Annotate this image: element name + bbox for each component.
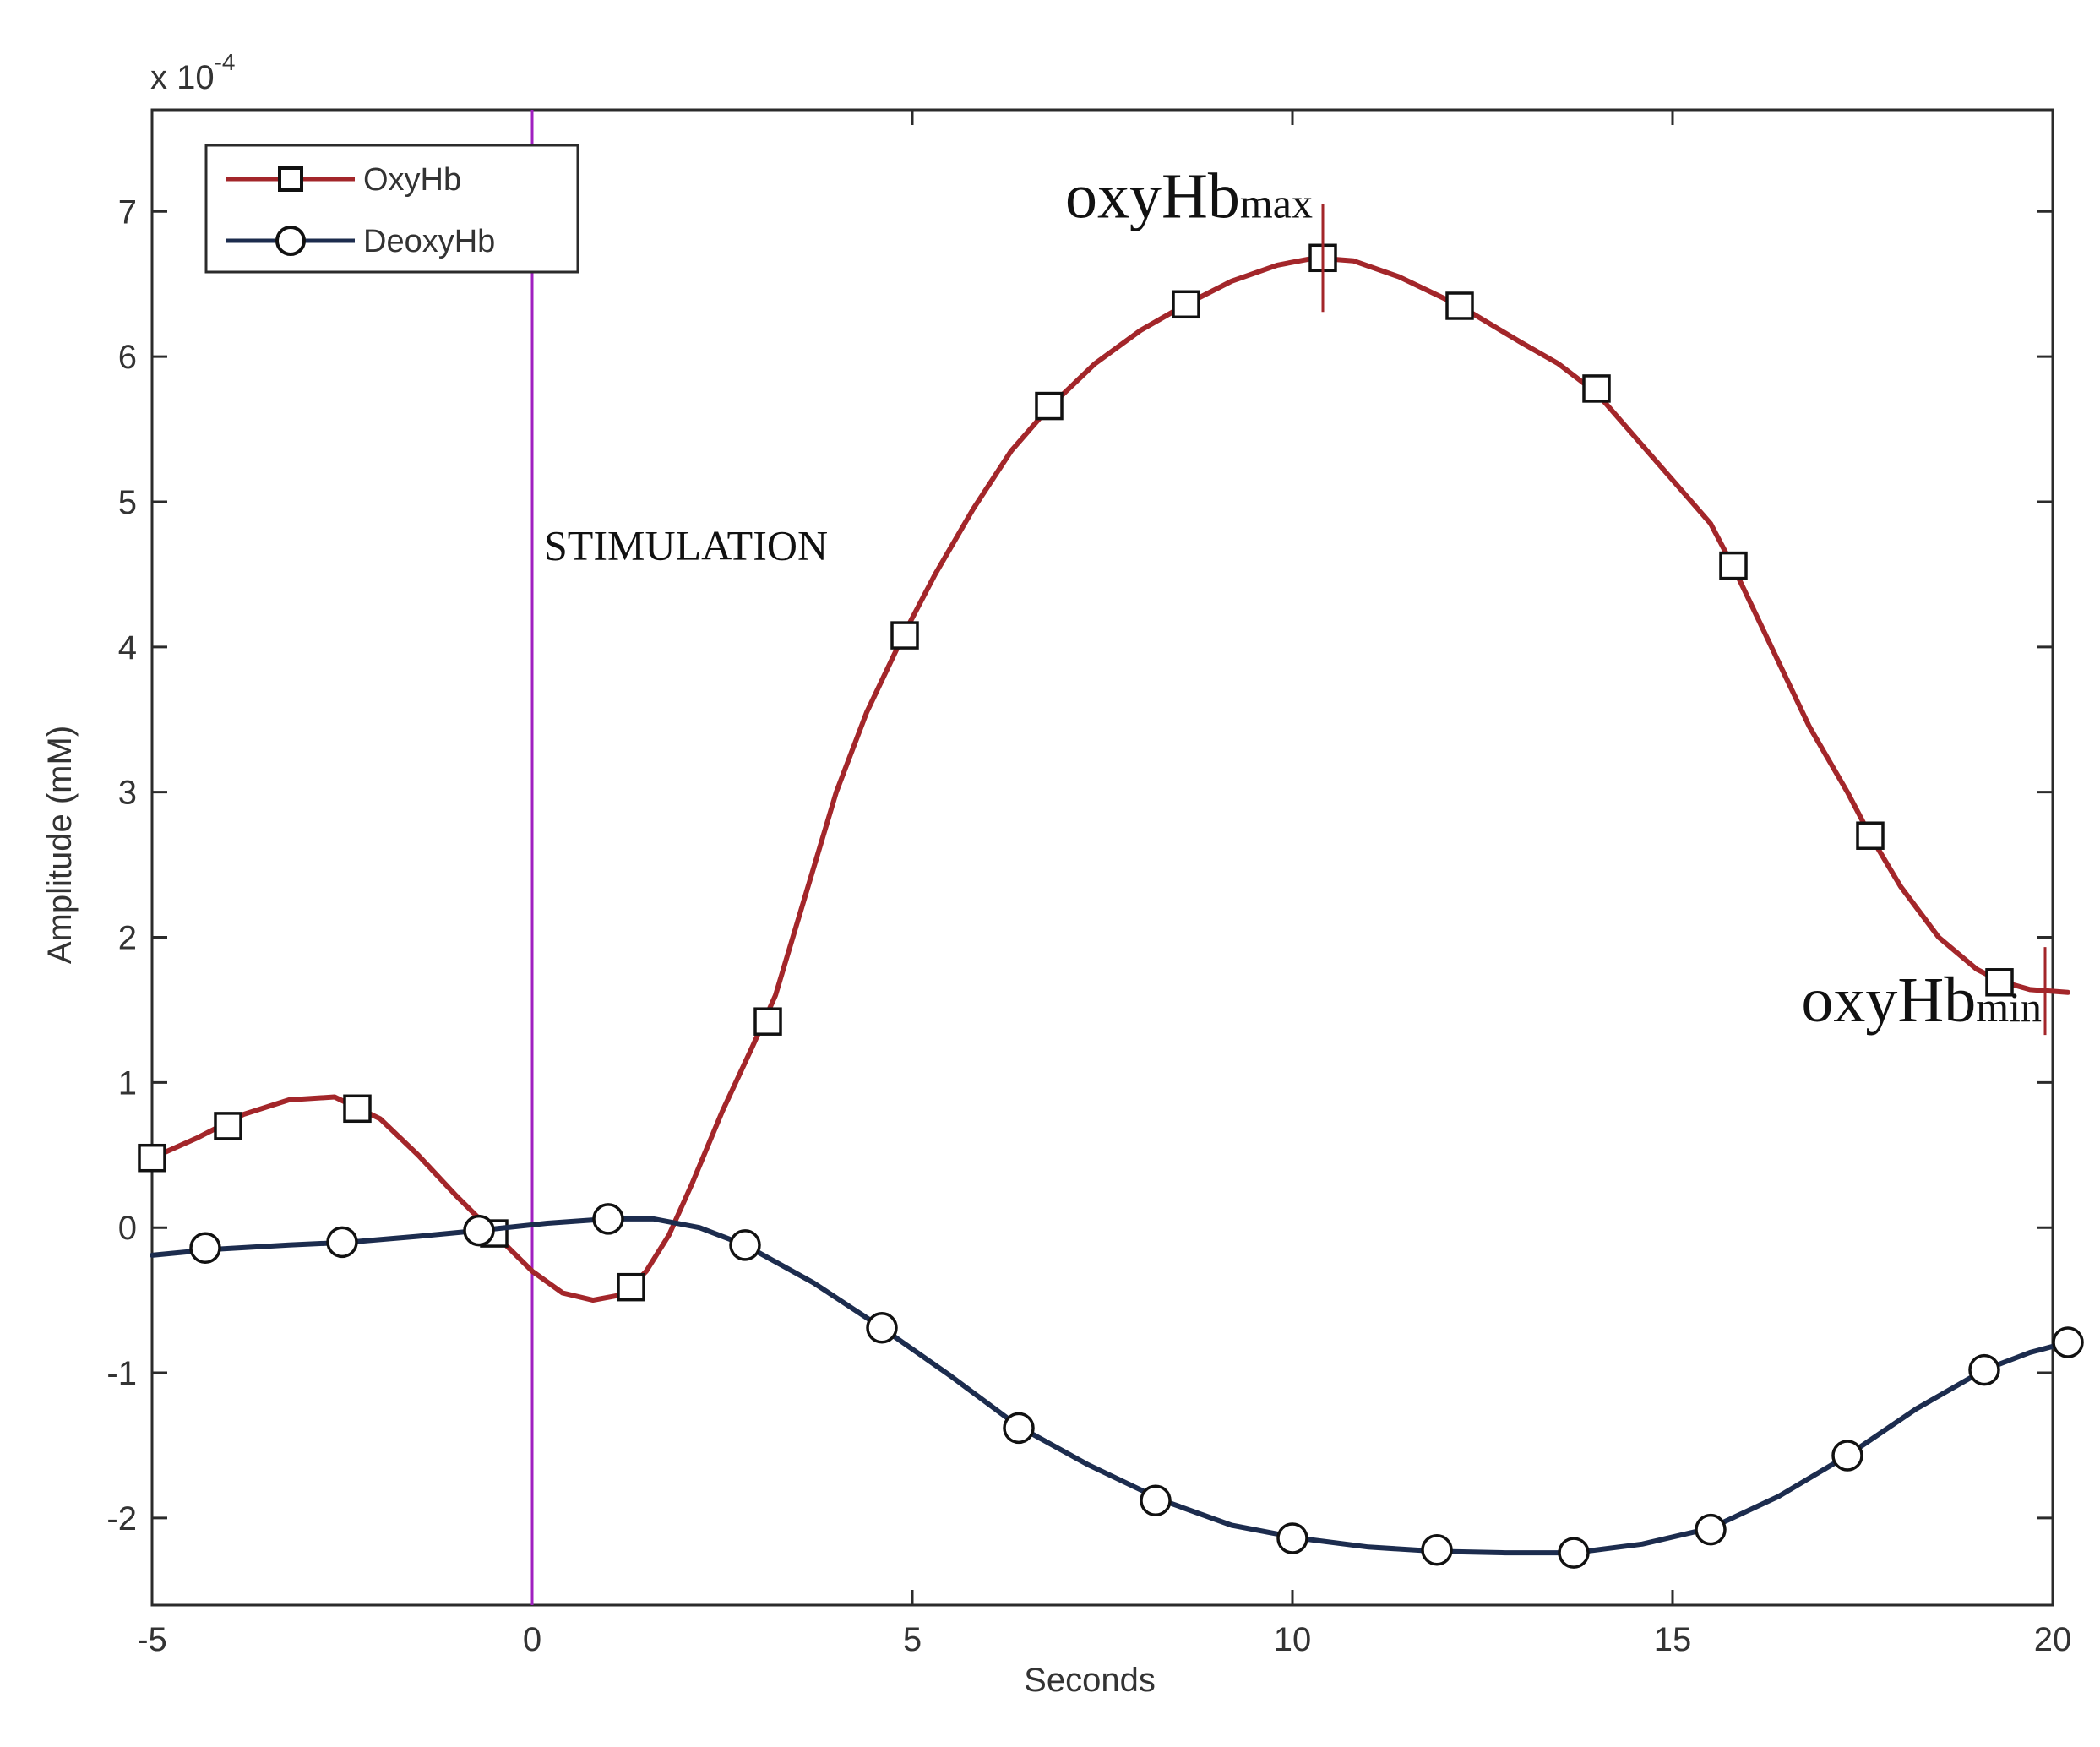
point-oxyhb: [1719, 551, 1748, 580]
point-deoxyhb: [1831, 1440, 1863, 1472]
point-oxyhb: [1985, 968, 2014, 997]
y-tick-label: 7: [118, 193, 137, 231]
legend: OxyHb DeoxyHb: [204, 144, 579, 274]
point-deoxyhb: [1003, 1412, 1035, 1445]
point-oxyhb: [1856, 821, 1885, 850]
x-tick-label: 20: [2034, 1621, 2072, 1658]
y-tick-label: 1: [118, 1064, 137, 1102]
point-oxyhb: [1035, 391, 1064, 421]
y-tick-label: 0: [118, 1210, 137, 1247]
point-oxyhb: [1445, 291, 1474, 320]
series-group: [138, 243, 2084, 1569]
point-oxyhb: [138, 1143, 166, 1173]
point-oxyhb: [214, 1112, 242, 1140]
extrema-annotations: oxyHbmax oxyHbmin: [1065, 161, 2047, 1036]
point-deoxyhb: [1558, 1537, 1590, 1569]
legend-label-deoxyhb: DeoxyHb: [363, 224, 495, 259]
point-deoxyhb: [2052, 1326, 2084, 1358]
point-oxyhb: [617, 1272, 645, 1302]
y-axis-title: Amplitude (mM): [41, 726, 79, 964]
plot-frame: [150, 108, 2054, 1607]
max-label: oxyHbmax: [1065, 161, 1313, 231]
stimulation-label: STIMULATION: [544, 522, 828, 569]
point-oxyhb: [1172, 290, 1200, 319]
point-deoxyhb: [463, 1214, 495, 1247]
point-deoxyhb: [1140, 1484, 1172, 1517]
point-deoxyhb: [866, 1312, 898, 1344]
min-label-main: oxyHb: [1801, 965, 1976, 1036]
point-deoxyhb: [1968, 1353, 2000, 1386]
y-tick-label: 4: [118, 629, 137, 667]
point-oxyhb: [890, 621, 919, 650]
y-tick-label: -2: [106, 1500, 137, 1537]
x-tick-label: -5: [137, 1621, 167, 1658]
y-exponent-base: x 10: [150, 59, 215, 96]
point-deoxyhb: [189, 1232, 221, 1265]
point-deoxyhb: [1421, 1533, 1453, 1566]
point-deoxyhb: [326, 1226, 358, 1259]
legend-marker-oxyhb: [278, 166, 303, 192]
y-tick-label: 2: [118, 920, 137, 957]
point-deoxyhb: [1695, 1513, 1727, 1546]
stimulation-annotation: STIMULATION: [530, 110, 828, 1605]
legend-marker-deoxyhb: [275, 226, 306, 256]
y-exponent-label: x 10-4: [150, 49, 236, 96]
x-tick-label: 0: [523, 1621, 541, 1658]
x-axis-title: Seconds: [1024, 1662, 1156, 1699]
y-exponent-power: -4: [215, 49, 236, 75]
legend-box: [204, 144, 579, 274]
point-oxyhb: [1582, 374, 1611, 403]
point-deoxyhb: [729, 1229, 761, 1261]
min-label: oxyHbmin: [1801, 965, 2042, 1036]
axis-ticks: -5 0 5 10 15 20 -2 -1 0 1 2 3 4 5 6 7: [106, 110, 2071, 1658]
point-oxyhb: [343, 1094, 372, 1124]
x-tick-label: 10: [1274, 1621, 1312, 1658]
y-tick-label: 5: [118, 484, 137, 521]
min-label-sub: min: [1976, 983, 2042, 1031]
point-deoxyhb: [1276, 1522, 1308, 1554]
x-tick-label: 15: [1654, 1621, 1692, 1658]
max-label-sub: max: [1240, 179, 1313, 226]
max-label-main: oxyHb: [1065, 161, 1240, 231]
point-oxyhb: [753, 1007, 782, 1036]
legend-label-oxyhb: OxyHb: [363, 162, 461, 198]
y-tick-label: 3: [118, 775, 137, 812]
y-tick-label: -1: [106, 1355, 137, 1392]
y-tick-label: 6: [118, 339, 137, 376]
point-deoxyhb: [592, 1203, 624, 1235]
x-tick-label: 5: [903, 1621, 922, 1658]
